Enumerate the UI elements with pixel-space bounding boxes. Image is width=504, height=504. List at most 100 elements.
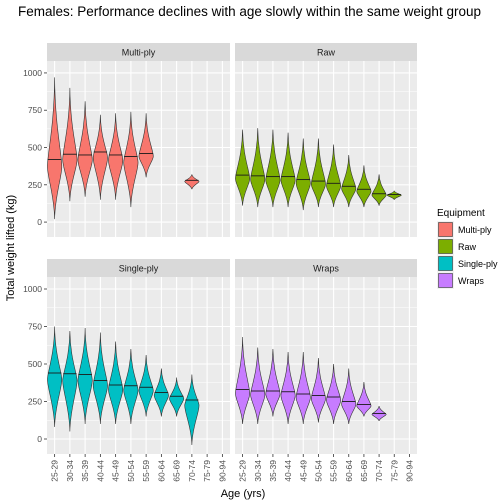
violin-50-54 <box>310 357 326 423</box>
facet-strip-label: Wraps <box>313 264 339 274</box>
legend-swatch-single-ply <box>438 256 453 271</box>
violin-25-29 <box>47 77 63 220</box>
facet-strip <box>235 43 417 61</box>
y-axes: 0 250 500 750 1000 0 250 500 750 1000 <box>23 68 47 444</box>
panel-background <box>235 61 417 237</box>
violin-25-29 <box>47 326 63 428</box>
y-tick-label: 250 <box>28 397 42 407</box>
legend-title: Equipment <box>437 208 485 219</box>
violin-45-49 <box>108 113 124 200</box>
violin-70-74 <box>371 174 387 206</box>
y-tick-label: 0 <box>37 434 42 444</box>
violin-35-39 <box>265 348 281 417</box>
panel-background <box>235 277 417 454</box>
violin-60-64 <box>341 368 357 425</box>
violin-55-59 <box>326 363 342 425</box>
violin-35-39 <box>77 327 93 425</box>
x-axis: 25-29 30-34 35-39 40-44 45-49 50-54 55-59 60-64… <box>50 454 414 482</box>
facet-strip <box>47 259 230 277</box>
y-tick-label: 500 <box>28 359 42 369</box>
violin-65-69 <box>169 377 185 417</box>
y-tick-label: 500 <box>28 143 42 153</box>
violin-65-69 <box>356 381 372 417</box>
facet-strip-label: Multi-ply <box>122 48 156 58</box>
x-tick-label: 25-29 <box>50 460 60 482</box>
violin-45-49 <box>295 138 311 211</box>
x-tick-label: 55-59 <box>329 460 339 482</box>
chart-title: Females: Performance declines with age s… <box>18 4 481 19</box>
x-tick-label: 65-69 <box>172 460 182 482</box>
y-tick-label: 0 <box>37 217 42 227</box>
x-tick-label: 45-49 <box>298 460 308 482</box>
y-axis-title: Total weight lifted (kg) <box>5 195 17 301</box>
violin-35-39 <box>77 101 93 197</box>
x-tick-label: 50-54 <box>313 460 323 482</box>
legend-label-single-ply: Single-ply <box>458 259 498 269</box>
facet-strip <box>235 259 417 277</box>
violin-40-44 <box>280 132 296 208</box>
x-tick-label: 75-79 <box>202 460 212 482</box>
panel-background <box>47 277 230 454</box>
violin-50-54 <box>310 138 326 208</box>
violin-30-34 <box>250 347 266 425</box>
violin-55-59 <box>326 144 342 208</box>
legend-label-raw: Raw <box>458 242 477 252</box>
violin-55-59 <box>138 354 154 417</box>
panel-multi-ply: Multi-ply <box>47 43 230 237</box>
x-tick-label: 70-74 <box>187 460 197 482</box>
x-tick-label: 65-69 <box>359 460 369 482</box>
panel-wraps: Wraps <box>235 259 417 454</box>
y-tick-label: 1000 <box>23 284 42 294</box>
facet-strip <box>47 43 230 61</box>
violin-25-29 <box>235 336 251 425</box>
facet-strip-label: Single-ply <box>119 264 159 274</box>
x-tick-label: 60-64 <box>344 460 354 482</box>
y-tick-label: 750 <box>28 105 42 115</box>
x-tick-label: 40-44 <box>95 460 105 482</box>
x-tick-label: 40-44 <box>283 460 293 482</box>
violin-40-44 <box>92 114 108 200</box>
violin-45-49 <box>108 341 124 425</box>
x-tick-label: 25-29 <box>238 460 248 482</box>
y-tick-label: 250 <box>28 180 42 190</box>
panel-background <box>47 61 230 237</box>
violin-65-69 <box>356 165 372 208</box>
violin-30-34 <box>62 330 78 432</box>
violin-50-54 <box>123 348 139 425</box>
x-tick-label: 75-79 <box>389 460 399 482</box>
x-tick-label: 35-39 <box>80 460 90 482</box>
legend-swatch-raw <box>438 239 453 254</box>
x-tick-label: 60-64 <box>156 460 166 482</box>
legend-label-wraps: Wraps <box>458 276 484 286</box>
legend: Equipment Multi-ply Raw Single-ply Wraps <box>437 208 498 289</box>
x-tick-label: 50-54 <box>126 460 136 482</box>
x-tick-label: 30-34 <box>253 460 263 482</box>
x-tick-label: 30-34 <box>65 460 75 482</box>
violin-50-54 <box>123 111 139 208</box>
legend-swatch-wraps <box>438 273 453 288</box>
panel-single-ply: Single-ply <box>47 259 230 454</box>
violin-60-64 <box>341 154 357 208</box>
x-tick-label: 70-74 <box>374 460 384 482</box>
violin-40-44 <box>280 351 296 425</box>
y-tick-label: 1000 <box>23 68 42 78</box>
x-axis-title: Age (yrs) <box>221 488 266 500</box>
x-tick-label: 90-94 <box>217 460 227 482</box>
violin-35-39 <box>265 129 281 208</box>
panel-raw: Raw <box>235 43 417 237</box>
violin-25-29 <box>235 129 251 206</box>
legend-label-multi-ply: Multi-ply <box>458 225 492 235</box>
panels: Multi-ply Raw Single-ply Wraps <box>47 43 417 454</box>
x-tick-label: 45-49 <box>111 460 121 482</box>
violin-30-34 <box>250 128 266 208</box>
x-tick-label: 35-39 <box>268 460 278 482</box>
x-tick-label: 55-59 <box>141 460 151 482</box>
x-tick-label: 90-94 <box>404 460 414 482</box>
violin-40-44 <box>92 332 108 425</box>
y-tick-label: 750 <box>28 322 42 332</box>
violin-45-49 <box>295 351 311 425</box>
legend-swatch-multi-ply <box>438 222 453 237</box>
violin-55-59 <box>138 113 154 178</box>
facet-strip-label: Raw <box>317 48 336 58</box>
violin-30-34 <box>62 87 78 202</box>
